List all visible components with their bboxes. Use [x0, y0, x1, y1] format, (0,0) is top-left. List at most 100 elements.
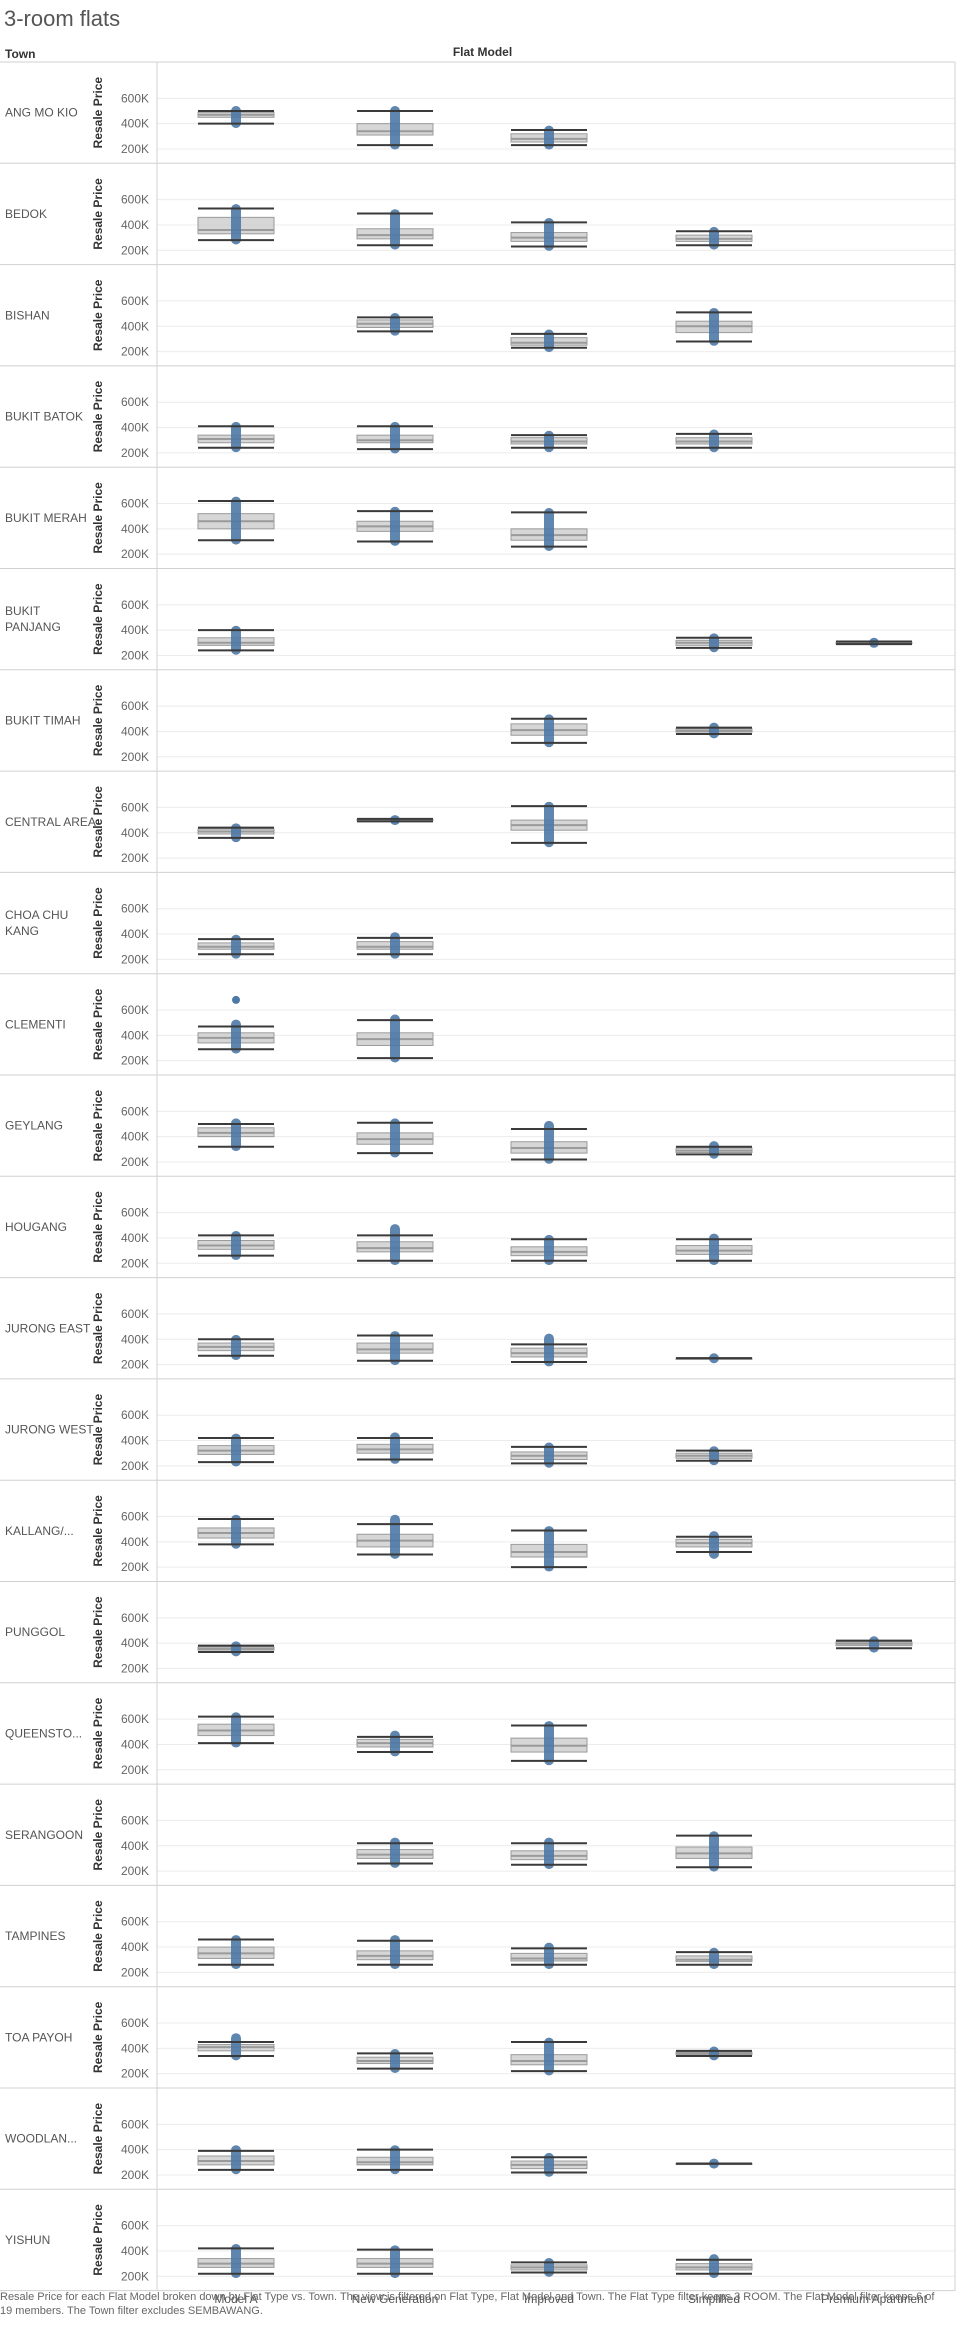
y-axis-title: Resale Price	[91, 786, 105, 858]
town-label: CLEMENTI	[5, 1017, 66, 1031]
y-axis-title: Resale Price	[91, 1900, 105, 1972]
y-tick-label: 400K	[121, 1535, 149, 1549]
y-tick-label: 200K	[121, 648, 149, 662]
y-tick-label: 600K	[121, 1510, 149, 1524]
y-tick-label: 200K	[121, 2269, 149, 2283]
y-tick-label: 600K	[121, 1307, 149, 1321]
town-header: Town	[5, 47, 36, 61]
y-tick-label: 200K	[121, 1459, 149, 1473]
x-category-label: Improved	[524, 2292, 574, 2306]
y-tick-label: 600K	[121, 395, 149, 409]
town-label: BISHAN	[5, 308, 50, 322]
y-tick-label: 200K	[121, 1155, 149, 1169]
y-tick-label: 600K	[121, 1104, 149, 1118]
y-tick-label: 600K	[121, 699, 149, 713]
y-tick-label: 400K	[121, 117, 149, 131]
town-label: TAMPINES	[5, 1929, 65, 1943]
y-tick-label: 400K	[121, 522, 149, 536]
y-axis-title: Resale Price	[91, 381, 105, 453]
y-axis-title: Resale Price	[91, 1191, 105, 1263]
town-label: BUKIT TIMAH	[5, 713, 81, 727]
y-tick-label: 200K	[121, 2168, 149, 2182]
y-tick-label: 600K	[121, 1611, 149, 1625]
y-tick-label: 200K	[121, 952, 149, 966]
y-axis-title: Resale Price	[91, 482, 105, 554]
town-label: KANG	[5, 924, 39, 938]
y-tick-label: 200K	[121, 1661, 149, 1675]
y-axis-title: Resale Price	[91, 583, 105, 655]
town-label: CHOA CHU	[5, 908, 68, 922]
x-category-label: Premium Apartment	[821, 2292, 928, 2306]
town-label: SERANGOON	[5, 1828, 83, 1842]
y-tick-label: 600K	[121, 1206, 149, 1220]
town-label: TOA PAYOH	[5, 2030, 72, 2044]
page-title: 3-room flats	[4, 6, 121, 31]
y-axis-title: Resale Price	[91, 2103, 105, 2175]
town-label: PANJANG	[5, 620, 61, 634]
chart-caption: Resale Price for each Flat Model broken …	[0, 2291, 935, 2317]
y-axis-title: Resale Price	[91, 77, 105, 149]
y-tick-label: 600K	[121, 2016, 149, 2030]
y-tick-label: 400K	[121, 1332, 149, 1346]
y-tick-label: 200K	[121, 1256, 149, 1270]
y-axis-title: Resale Price	[91, 1090, 105, 1162]
y-axis-title: Resale Price	[91, 1697, 105, 1769]
x-category-label: Model A	[214, 2292, 257, 2306]
flat-model-header: Flat Model	[452, 45, 513, 59]
town-label: WOODLAN...	[5, 2132, 77, 2146]
y-tick-label: 600K	[121, 2219, 149, 2233]
y-tick-label: 200K	[121, 1965, 149, 1979]
y-tick-label: 400K	[121, 724, 149, 738]
y-tick-label: 600K	[121, 598, 149, 612]
y-axis-title: Resale Price	[91, 887, 105, 959]
y-tick-label: 600K	[121, 1003, 149, 1017]
town-label: CENTRAL AREA	[5, 815, 96, 829]
y-tick-label: 600K	[121, 800, 149, 814]
y-axis-title: Resale Price	[91, 2204, 105, 2276]
y-tick-label: 400K	[121, 218, 149, 232]
y-axis-title: Resale Price	[91, 988, 105, 1060]
y-axis-title: Resale Price	[91, 684, 105, 756]
y-tick-label: 200K	[121, 243, 149, 257]
y-tick-label: 200K	[121, 345, 149, 359]
y-axis-title: Resale Price	[91, 279, 105, 351]
y-axis-title: Resale Price	[91, 1799, 105, 1871]
y-tick-label: 600K	[121, 294, 149, 308]
y-axis-title: Resale Price	[91, 1394, 105, 1466]
y-tick-label: 200K	[121, 1560, 149, 1574]
y-tick-label: 400K	[121, 2143, 149, 2157]
y-tick-label: 400K	[121, 1636, 149, 1650]
y-axis-title: Resale Price	[91, 178, 105, 250]
town-label: KALLANG/...	[5, 1524, 74, 1538]
y-tick-label: 400K	[121, 2244, 149, 2258]
town-label: GEYLANG	[5, 1119, 63, 1133]
y-tick-label: 600K	[121, 902, 149, 916]
y-tick-label: 200K	[121, 142, 149, 156]
y-tick-label: 200K	[121, 851, 149, 865]
y-tick-label: 200K	[121, 547, 149, 561]
y-tick-label: 400K	[121, 623, 149, 637]
x-category-label: Simplified	[688, 2292, 740, 2306]
town-label: JURONG WEST	[5, 1423, 94, 1437]
y-tick-label: 200K	[121, 1763, 149, 1777]
y-tick-label: 200K	[121, 2067, 149, 2081]
y-tick-label: 200K	[121, 1054, 149, 1068]
y-tick-label: 600K	[121, 1813, 149, 1827]
town-label: BUKIT	[5, 604, 41, 618]
town-label: BUKIT BATOK	[5, 410, 83, 424]
y-tick-label: 200K	[121, 1358, 149, 1372]
y-tick-label: 200K	[121, 1864, 149, 1878]
x-category-label: New Generation	[352, 2292, 439, 2306]
y-tick-label: 400K	[121, 1231, 149, 1245]
outlier-point	[232, 995, 240, 1004]
y-tick-label: 600K	[121, 91, 149, 105]
y-tick-label: 400K	[121, 826, 149, 840]
y-axis-title: Resale Price	[91, 2001, 105, 2073]
y-axis-title: Resale Price	[91, 1596, 105, 1668]
y-tick-label: 400K	[121, 319, 149, 333]
y-tick-label: 400K	[121, 421, 149, 435]
y-tick-label: 400K	[121, 1737, 149, 1751]
town-label: HOUGANG	[5, 1220, 67, 1234]
y-tick-label: 400K	[121, 927, 149, 941]
